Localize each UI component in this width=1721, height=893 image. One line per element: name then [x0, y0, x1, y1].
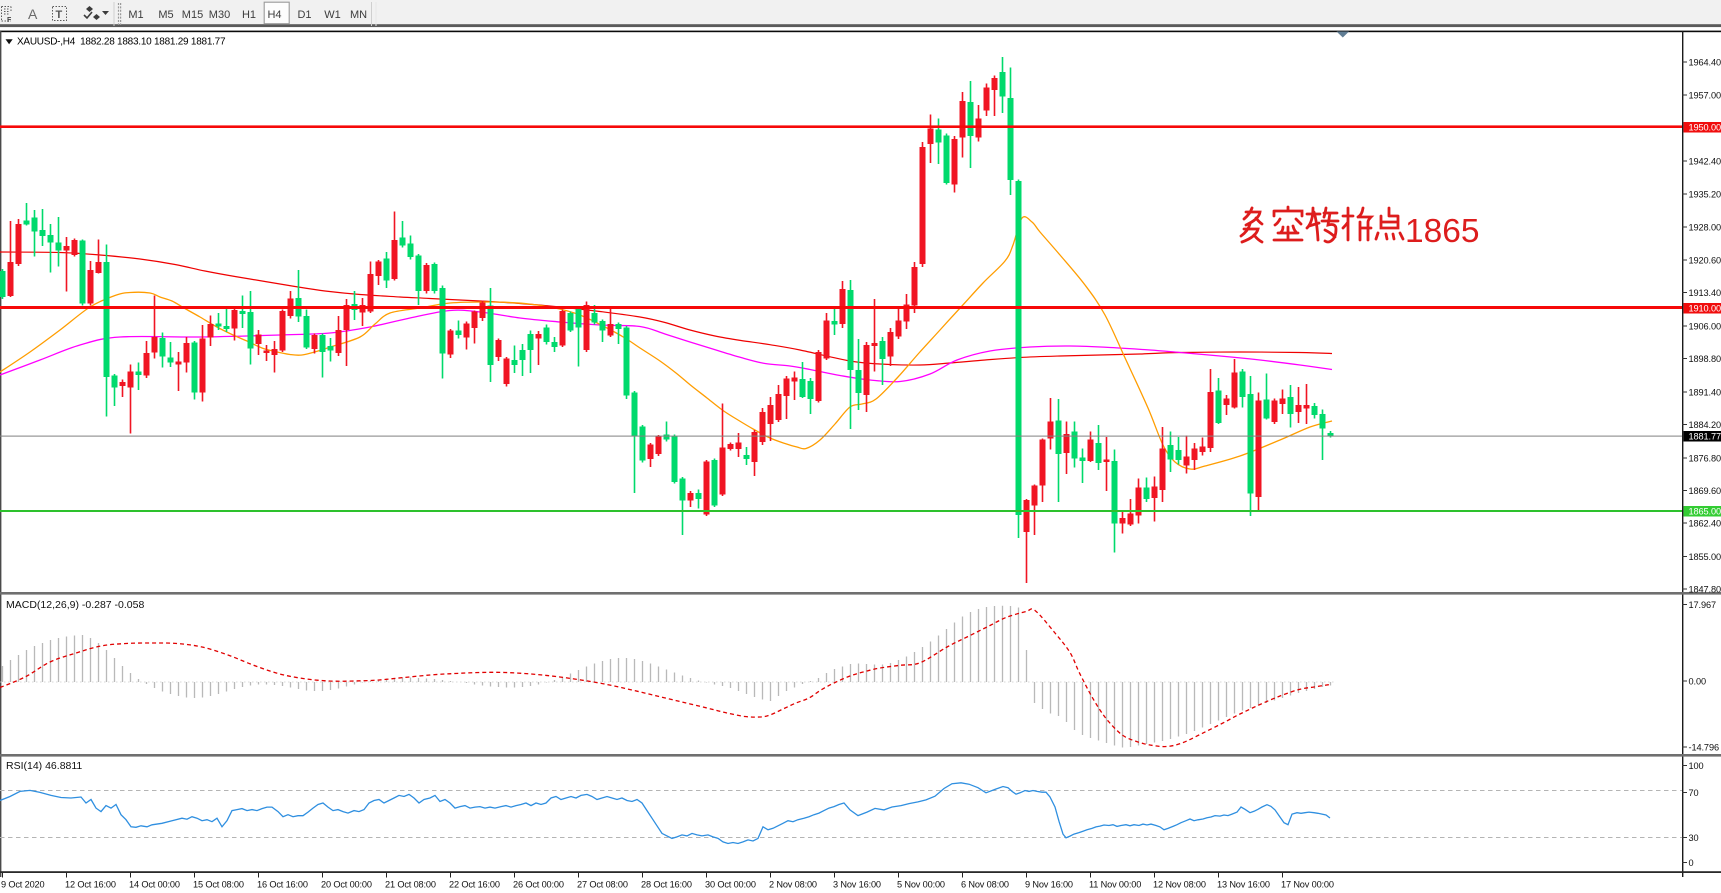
svg-text:M1: M1: [128, 9, 143, 21]
svg-text:1920.60: 1920.60: [1689, 255, 1721, 265]
svg-text:RSI(14) 46.8811: RSI(14) 46.8811: [6, 760, 82, 772]
svg-text:27 Oct 08:00: 27 Oct 08:00: [577, 880, 628, 890]
svg-text:1906.00: 1906.00: [1689, 321, 1721, 331]
svg-text:3 Nov 16:00: 3 Nov 16:00: [833, 880, 881, 890]
svg-text:1881.77: 1881.77: [1689, 432, 1721, 442]
svg-text:13 Nov 16:00: 13 Nov 16:00: [1217, 880, 1270, 890]
svg-text:21 Oct 08:00: 21 Oct 08:00: [385, 880, 436, 890]
svg-text:MACD(12,26,9) -0.287 -0.058: MACD(12,26,9) -0.287 -0.058: [6, 599, 144, 611]
svg-text:XAUUSD-,H4 1882.28 1883.10 18: XAUUSD-,H4 1882.28 1883.10 1881.29 1881.…: [17, 37, 226, 48]
svg-text:H4: H4: [267, 9, 281, 21]
svg-text:1913.40: 1913.40: [1689, 288, 1721, 298]
svg-text:1855.00: 1855.00: [1689, 552, 1721, 562]
svg-text:1862.40: 1862.40: [1689, 518, 1721, 528]
svg-text:1884.20: 1884.20: [1689, 420, 1721, 430]
svg-text:F: F: [7, 17, 12, 24]
svg-text:M30: M30: [209, 9, 230, 21]
svg-text:6 Nov 08:00: 6 Nov 08:00: [961, 880, 1009, 890]
svg-text:A: A: [28, 6, 38, 22]
svg-text:15 Oct 08:00: 15 Oct 08:00: [193, 880, 244, 890]
svg-text:1869.60: 1869.60: [1689, 486, 1721, 496]
svg-text:12 Nov 08:00: 12 Nov 08:00: [1153, 880, 1206, 890]
svg-text:1942.40: 1942.40: [1689, 156, 1721, 166]
svg-text:1865: 1865: [1405, 213, 1480, 250]
svg-text:9 Oct 2020: 9 Oct 2020: [1, 880, 44, 890]
svg-text:1876.80: 1876.80: [1689, 453, 1721, 463]
svg-text:2 Nov 08:00: 2 Nov 08:00: [769, 880, 817, 890]
svg-text:1898.80: 1898.80: [1689, 354, 1721, 364]
svg-text:1910.00: 1910.00: [1689, 304, 1721, 314]
svg-text:22 Oct 16:00: 22 Oct 16:00: [449, 880, 500, 890]
svg-text:1957.00: 1957.00: [1689, 90, 1721, 100]
svg-text:MN: MN: [350, 9, 367, 21]
svg-text:5 Nov 00:00: 5 Nov 00:00: [897, 880, 945, 890]
svg-text:1891.40: 1891.40: [1689, 387, 1721, 397]
svg-text:20 Oct 00:00: 20 Oct 00:00: [321, 880, 372, 890]
svg-text:100: 100: [1689, 761, 1704, 771]
svg-text:-14.796: -14.796: [1689, 742, 1719, 752]
svg-text:1935.20: 1935.20: [1689, 189, 1721, 199]
svg-text:17.967: 17.967: [1689, 600, 1717, 610]
svg-text:M15: M15: [182, 9, 203, 21]
svg-text:30 Oct 00:00: 30 Oct 00:00: [705, 880, 756, 890]
svg-text:11 Nov 00:00: 11 Nov 00:00: [1089, 880, 1141, 890]
svg-text:16 Oct 16:00: 16 Oct 16:00: [257, 880, 308, 890]
svg-text:1950.00: 1950.00: [1689, 123, 1721, 133]
svg-text:26 Oct 00:00: 26 Oct 00:00: [513, 880, 564, 890]
svg-text:0: 0: [1689, 858, 1694, 868]
svg-text:17 Nov 00:00: 17 Nov 00:00: [1281, 880, 1334, 890]
svg-text:28 Oct 16:00: 28 Oct 16:00: [641, 880, 692, 890]
svg-text:1865.00: 1865.00: [1689, 507, 1721, 517]
svg-text:9 Nov 16:00: 9 Nov 16:00: [1025, 880, 1073, 890]
svg-text:30: 30: [1689, 833, 1699, 843]
svg-text:M5: M5: [158, 9, 173, 21]
svg-text:D1: D1: [297, 9, 311, 21]
svg-text:T: T: [56, 9, 63, 21]
svg-text:W1: W1: [324, 9, 341, 21]
svg-text:1928.00: 1928.00: [1689, 222, 1721, 232]
svg-text:1964.40: 1964.40: [1689, 57, 1721, 67]
svg-text:70: 70: [1689, 788, 1699, 798]
svg-text:14 Oct 00:00: 14 Oct 00:00: [129, 880, 180, 890]
svg-text:0.00: 0.00: [1689, 676, 1706, 686]
svg-text:1847.80: 1847.80: [1689, 584, 1721, 594]
svg-text:H1: H1: [242, 9, 256, 21]
svg-text:12 Oct 16:00: 12 Oct 16:00: [65, 880, 116, 890]
